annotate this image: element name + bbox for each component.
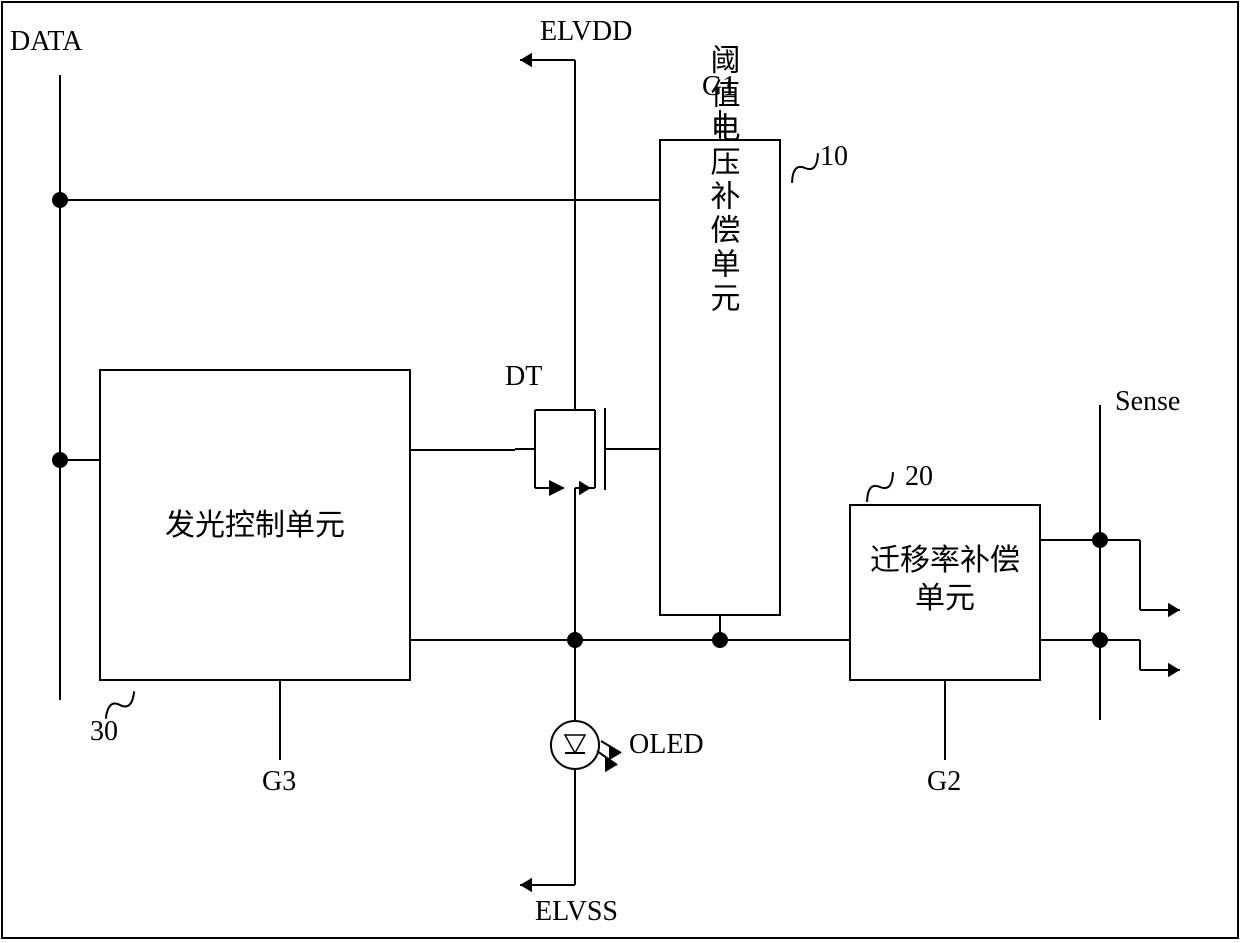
svg-text:单元: 单元 xyxy=(915,582,975,615)
svg-text:发光控制单元: 发光控制单元 xyxy=(165,509,345,542)
svg-text:DATA: DATA xyxy=(10,26,83,57)
svg-text:ELVDD: ELVDD xyxy=(540,16,632,47)
svg-text:ELVSS: ELVSS xyxy=(535,896,618,927)
svg-text:迁移率补偿: 迁移率补偿 xyxy=(870,544,1020,577)
svg-text:Sense: Sense xyxy=(1115,386,1180,417)
svg-text:10: 10 xyxy=(820,141,848,172)
svg-text:20: 20 xyxy=(905,461,933,492)
svg-text:G3: G3 xyxy=(262,766,296,797)
svg-text:30: 30 xyxy=(90,716,118,747)
svg-text:DT: DT xyxy=(505,361,542,392)
svg-text:OLED: OLED xyxy=(629,729,704,760)
svg-text:G1: G1 xyxy=(702,71,736,102)
svg-text:G2: G2 xyxy=(927,766,961,797)
